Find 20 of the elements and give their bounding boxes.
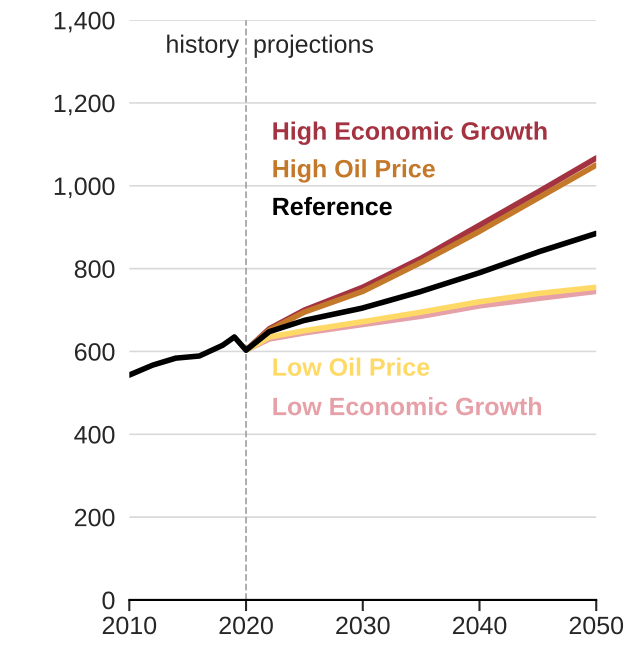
text: Reference xyxy=(273,196,392,216)
x-tick-label: 2020 xyxy=(219,616,273,634)
text: Low Economic Growth xyxy=(273,396,542,416)
annotation: history xyxy=(167,34,240,58)
y-tick-label: 1,200 xyxy=(54,94,114,116)
y-tick-label: 0 xyxy=(102,592,114,610)
annotation: projections xyxy=(254,34,373,58)
y-tick-label: 800 xyxy=(74,260,114,278)
x-tick-label: 2010 xyxy=(102,616,156,634)
y-tick-label: 200 xyxy=(74,508,114,526)
x-tick-label: 2030 xyxy=(336,616,390,634)
y-tick-label: 1,000 xyxy=(54,177,114,198)
text: High Oil Price xyxy=(273,159,435,183)
x-tick-label: 2040 xyxy=(452,616,506,634)
series-label: High Economic Growth xyxy=(273,122,547,145)
y-tick-label: 400 xyxy=(74,426,114,444)
series-label: Low Oil Price xyxy=(273,358,430,376)
y-tick-label: 1,400 xyxy=(54,12,114,32)
x-tick-label: 2050 xyxy=(570,616,624,634)
y-tick-label: 600 xyxy=(74,343,114,361)
